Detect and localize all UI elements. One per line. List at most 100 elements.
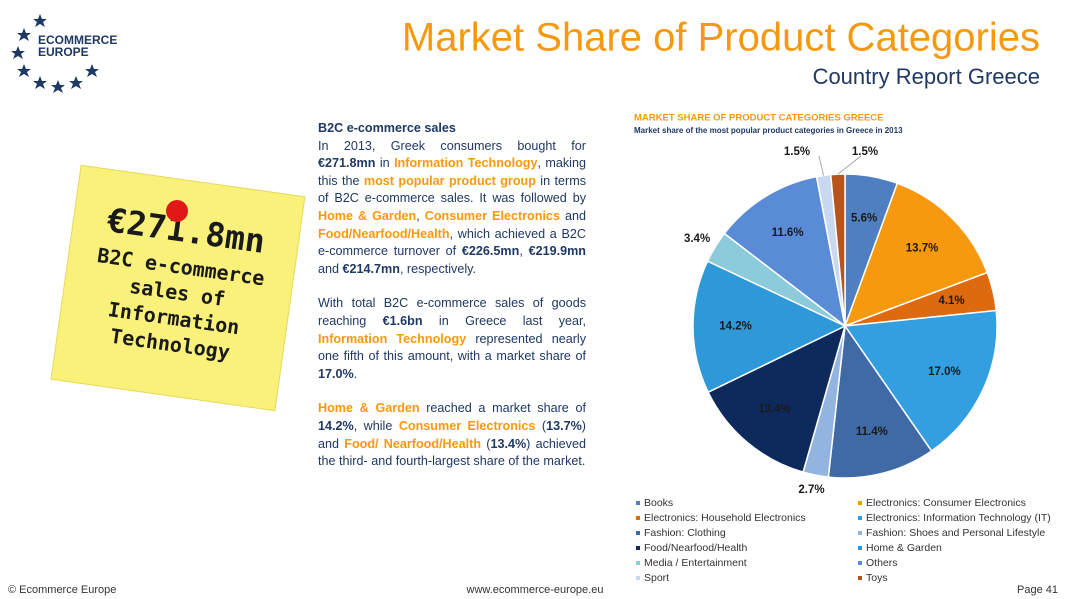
legend-swatch	[636, 546, 640, 550]
leader-line	[818, 155, 824, 176]
legend-label: Sport	[644, 572, 669, 584]
data-label: 13.7%	[906, 242, 939, 254]
data-label: 11.4%	[856, 426, 888, 438]
pie-slice	[843, 182, 989, 328]
footer-left: © Ecommerce Europe	[8, 584, 116, 596]
legend-label: Food/Nearfood/Health	[644, 542, 747, 554]
legend-swatch	[858, 561, 862, 565]
text-run: in	[375, 156, 395, 171]
text-run: Food/Nearfood/Health	[318, 226, 450, 241]
text-run: , respectively.	[399, 261, 476, 276]
text-run: (	[535, 418, 547, 433]
data-label: 3.4%	[684, 233, 710, 245]
text-run: 13.7%	[546, 418, 582, 433]
text-run: most popular product group	[363, 173, 536, 188]
text-run: ) and	[318, 418, 586, 451]
text-run: , making this the	[318, 156, 586, 188]
text-run: Consumer Electronics	[424, 208, 560, 223]
data-label: 14.2%	[719, 321, 752, 333]
pie-slice	[692, 260, 847, 394]
legend-label: Electronics: Household Electronics	[644, 512, 806, 524]
legend-label: Home & Garden	[866, 542, 942, 554]
legend-swatch	[636, 516, 640, 520]
text-run: , which achieved a B2C e-commerce turnov…	[318, 226, 586, 259]
text-run: and	[318, 261, 343, 276]
pie-slice	[843, 309, 998, 453]
data-label: 11.6%	[772, 227, 804, 239]
text-run: (	[481, 436, 491, 451]
legend-label: Electronics: Consumer Electronics	[866, 497, 1026, 509]
slide-title: Market Share of Product Categories	[402, 16, 1040, 60]
legend-label: Fashion: Clothing	[644, 527, 726, 539]
logo-text: EUROPE	[38, 45, 89, 59]
note-paper	[50, 164, 306, 412]
footer-center: www.ecommerce-europe.eu	[466, 584, 604, 596]
text-run: , while	[353, 418, 399, 433]
text-run: in Greece last year,	[422, 313, 586, 328]
chart-title: MARKET SHARE OF PRODUCT CATEGORIES GREEC…	[634, 113, 883, 124]
footer-right: Page 41	[1017, 584, 1058, 596]
text-run: €1.6bn	[382, 313, 423, 328]
body-text: B2C e-commerce sales In 2013, Greek cons…	[318, 120, 586, 488]
data-label: 4.1%	[938, 295, 964, 307]
pin	[166, 200, 188, 222]
text-run: 14.2%	[318, 418, 354, 433]
pie-slice	[723, 175, 847, 328]
data-label: 2.7%	[798, 484, 824, 496]
data-label: 1.5%	[784, 146, 810, 158]
legend-label: Others	[866, 557, 898, 569]
text-run: €271.8mn	[318, 156, 376, 171]
text-run: in terms of B2C e-commerce sales. It was…	[318, 173, 586, 206]
text-run: reached a market share of	[419, 401, 586, 416]
text-run: 13.4%	[490, 436, 527, 451]
legend-swatch	[636, 501, 640, 505]
legend-label: Books	[644, 497, 673, 509]
pie-slice	[827, 323, 933, 479]
text-run: ,	[519, 244, 529, 259]
text-run: represented nearly one fifth of this amo…	[318, 331, 586, 364]
text-run: ) achieved the third- and fourth-largest…	[318, 436, 586, 469]
legend-swatch	[636, 576, 640, 580]
pie-slice	[707, 324, 847, 474]
text-run: 17.0%	[318, 366, 354, 381]
data-label: 1.5%	[852, 146, 878, 158]
logo-stars	[11, 14, 99, 93]
text-run: .	[353, 366, 358, 381]
legend-swatch	[858, 531, 862, 535]
data-label: 5.6%	[851, 212, 877, 224]
text-run: €226.5mn	[461, 244, 520, 259]
paragraph: With total B2C e-commerce sales of goods…	[318, 295, 586, 383]
text-run: With total B2C e-commerce sales of goods…	[318, 296, 586, 328]
legend-label: Electronics: Information Technology (IT)	[866, 512, 1051, 524]
text-run: and	[559, 208, 586, 223]
legend-swatch	[636, 561, 640, 565]
paragraph: In 2013, Greek consumers bought for €271…	[318, 138, 586, 279]
data-label: 13.4%	[758, 404, 791, 416]
text-run: Food/ Nearfood/Health	[344, 436, 482, 451]
text-run: Consumer Electronics	[398, 418, 536, 433]
slide-subtitle: Country Report Greece	[813, 64, 1040, 89]
text-run: ,	[416, 208, 425, 223]
data-label: 17.0%	[928, 366, 961, 378]
paragraph: Home & Garden reached a market share of …	[318, 400, 586, 470]
legend-swatch	[636, 531, 640, 535]
sticky-note: €271.8mn B2C e-commerce sales of Informa…	[50, 164, 306, 412]
text-run: Home & Garden	[318, 401, 420, 416]
logo-text: ECOMMERCE	[38, 33, 117, 47]
text-run: €219.9mn	[528, 244, 586, 259]
text-run: In 2013, Greek consumers bought for	[318, 138, 586, 153]
legend-swatch	[858, 576, 862, 580]
legend-swatch	[858, 501, 862, 505]
text-run: Home & Garden	[318, 208, 417, 223]
leader-line	[837, 155, 862, 175]
legend-label: Media / Entertainment	[644, 557, 747, 569]
text-run: Information Technology	[318, 331, 467, 346]
legend-swatch	[858, 546, 862, 550]
legend-label: Toys	[866, 572, 888, 584]
body-heading: B2C e-commerce sales	[318, 121, 456, 135]
legend-label: Fashion: Shoes and Personal Lifestyle	[866, 527, 1045, 539]
legend-swatch	[858, 516, 862, 520]
text-run: €214.7mn	[342, 261, 400, 276]
